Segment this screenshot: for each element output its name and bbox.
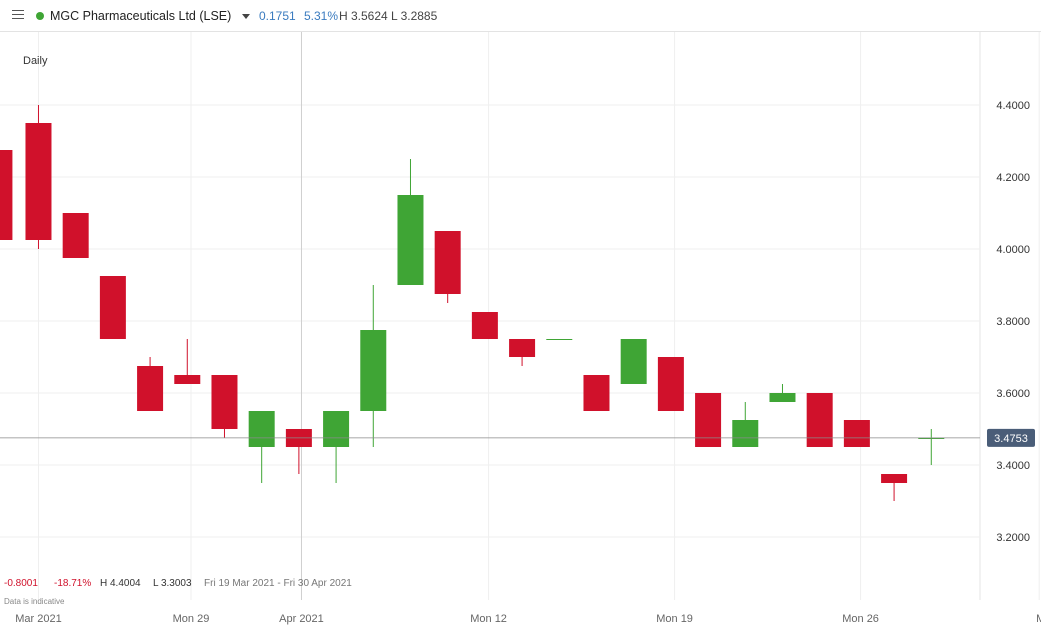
candle-body xyxy=(806,393,833,447)
chart-grid xyxy=(0,32,1040,600)
header-change: 0.1751 xyxy=(259,9,296,23)
candle-body xyxy=(546,339,573,340)
candle-down xyxy=(434,231,461,303)
candle-body xyxy=(25,123,52,240)
last-price-marker: 3.4753 xyxy=(0,428,1035,447)
candle-body xyxy=(918,438,945,439)
y-axis: 4.4000 4.2000 4.0000 3.8000 3.6000 3.4000 3.20… xyxy=(996,100,1030,544)
y-tick-label: 4.2000 xyxy=(996,172,1030,184)
y-tick-label: 3.8000 xyxy=(996,316,1030,328)
candle-up xyxy=(360,285,387,447)
candle-body xyxy=(657,357,684,411)
candle-body xyxy=(137,366,164,411)
candle-body xyxy=(323,411,350,447)
caret-down-icon[interactable] xyxy=(242,14,250,19)
header-high: H 3.5624 xyxy=(339,9,388,23)
y-tick-label: 4.4000 xyxy=(996,100,1030,112)
chart-header: MGC Pharmaceuticals Ltd (LSE) 0.1751 5.3… xyxy=(0,0,1041,32)
candle-down xyxy=(0,150,13,240)
candle-down xyxy=(695,393,722,447)
candle-up xyxy=(620,339,647,384)
candle-body xyxy=(248,411,275,447)
candle-body xyxy=(62,213,89,258)
candle-body xyxy=(99,276,126,339)
candle-up xyxy=(248,411,275,483)
candle-body xyxy=(360,330,387,411)
last-price-label: 3.4753 xyxy=(994,433,1028,445)
header-low: L 3.2885 xyxy=(391,9,438,23)
range-high: H 4.4004 xyxy=(100,578,141,589)
header-change-percent: 5.31% xyxy=(304,9,339,23)
x-tick-label: Apr 2021 xyxy=(279,613,324,625)
candle-down xyxy=(285,429,312,474)
candles xyxy=(0,105,945,501)
candle-body xyxy=(620,339,647,384)
x-axis: Mar 2021 Mon 29 Apr 2021 Mon 12 Mon 19 Mon 26… xyxy=(15,613,1041,625)
candle-body xyxy=(434,231,461,294)
candle-down xyxy=(62,213,89,258)
candle-up xyxy=(918,429,945,465)
x-tick-label: Mon 26 xyxy=(842,613,879,625)
candle-body xyxy=(471,312,498,339)
candle-down xyxy=(881,474,908,501)
candle-body xyxy=(881,474,908,483)
candle-down xyxy=(509,339,536,366)
hamburger-menu-icon[interactable] xyxy=(12,10,24,20)
candle-up xyxy=(323,411,350,483)
candle-down xyxy=(211,375,238,438)
indicative-note: Data is indicative xyxy=(4,597,65,606)
candle-down xyxy=(174,339,201,384)
instrument-name[interactable]: MGC Pharmaceuticals Ltd (LSE) xyxy=(50,9,232,23)
candle-down xyxy=(99,276,126,339)
period-label[interactable]: Daily xyxy=(23,55,48,67)
candle-up xyxy=(769,384,796,402)
range-change-percent: -18.71% xyxy=(54,578,92,589)
x-tick-label: Mon 29 xyxy=(173,613,210,625)
candle-body xyxy=(583,375,610,411)
market-status-dot-icon xyxy=(36,12,44,20)
x-tick-label: May xyxy=(1036,613,1041,625)
x-tick-label: Mon 12 xyxy=(470,613,507,625)
candle-down xyxy=(657,357,684,411)
candle-up xyxy=(546,339,573,340)
candle-body xyxy=(174,375,201,384)
candle-body xyxy=(509,339,536,357)
range-change: -0.8001 xyxy=(4,578,38,589)
candle-down xyxy=(471,312,498,339)
y-tick-label: 4.0000 xyxy=(996,244,1030,256)
candle-down xyxy=(843,420,870,447)
y-tick-label: 3.2000 xyxy=(996,532,1030,544)
candle-body xyxy=(0,150,13,240)
candle-down xyxy=(25,105,52,249)
candle-up xyxy=(732,402,759,447)
candle-body xyxy=(769,393,796,402)
candle-down xyxy=(583,375,610,411)
range-low: L 3.3003 xyxy=(153,578,192,589)
candle-body xyxy=(695,393,722,447)
candle-down xyxy=(806,393,833,447)
candle-body xyxy=(843,420,870,447)
last-price-box xyxy=(987,428,1035,447)
x-tick-label: Mon 19 xyxy=(656,613,693,625)
candle-body xyxy=(211,375,238,429)
candle-body xyxy=(732,420,759,447)
date-range: Fri 19 Mar 2021 - Fri 30 Apr 2021 xyxy=(204,578,352,589)
y-tick-label: 3.4000 xyxy=(996,460,1030,472)
candle-down xyxy=(137,357,164,411)
x-tick-label: Mar 2021 xyxy=(15,613,61,625)
y-tick-label: 3.6000 xyxy=(996,388,1030,400)
candle-up xyxy=(397,159,424,285)
candle-body xyxy=(397,195,424,285)
